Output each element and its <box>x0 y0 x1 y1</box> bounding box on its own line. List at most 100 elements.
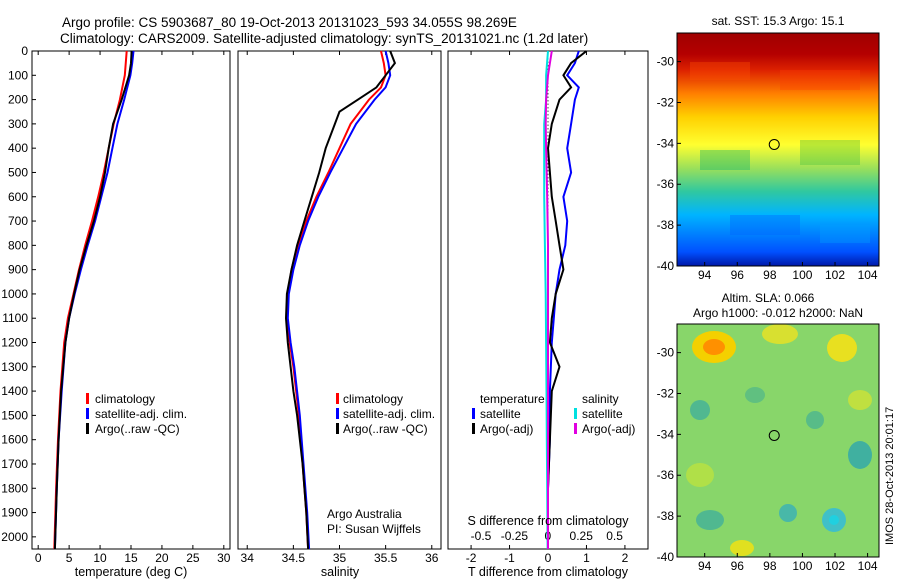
map-lon-tick-label: 96 <box>731 268 745 282</box>
legend-swatch-argo <box>86 423 89 434</box>
t-difference-tick-label: 1 <box>583 551 590 565</box>
legend-swatch-t-satellite <box>472 408 475 419</box>
depth-tick-label: 1700 <box>1 457 28 471</box>
salinity-ticks: 34 34.5 35 35.5 36 <box>241 51 439 565</box>
sla-high-blob <box>686 463 714 487</box>
salinity-tick-label: 34 <box>241 551 255 565</box>
difference-series <box>543 50 588 550</box>
salinity-tick-label: 35.5 <box>374 551 398 565</box>
map-lat-tick-label: -34 <box>657 136 675 150</box>
temperature-tick-label: 5 <box>66 551 73 565</box>
temperature-tick-label: 25 <box>186 551 200 565</box>
sla-low-blob <box>690 400 710 420</box>
legend-swatch-satellite <box>86 408 89 419</box>
depth-tick-label: 1400 <box>1 384 28 398</box>
sst-map-title: sat. SST: 15.3 Argo: 15.1 <box>712 14 845 28</box>
s-difference-xlabel: S difference from climatology <box>468 514 630 528</box>
salinity-panel: 34 34.5 35 35.5 36 salinity climatology sate… <box>237 50 442 579</box>
map-lon-tick-label: 98 <box>763 268 777 282</box>
temperature-tick-label: 15 <box>124 551 138 565</box>
map-lat-tick-label: -34 <box>657 427 675 441</box>
depth-tick-label: 700 <box>8 214 28 228</box>
temperature-tick-label: 20 <box>155 551 169 565</box>
map-lat-tick-label: -38 <box>657 218 675 232</box>
sla-low-blob <box>779 504 797 522</box>
salinity-legend: climatology satellite-adj. clim. Argo(..… <box>336 392 435 436</box>
map-lon-tick-label: 94 <box>698 268 712 282</box>
series-line <box>546 50 588 549</box>
sst-map-frame <box>676 32 880 267</box>
map-lon-tick-label: 100 <box>792 559 812 573</box>
map-lat-tick-label: -40 <box>657 259 675 273</box>
t-difference-tick-label: -1 <box>504 551 515 565</box>
sla-high-blob <box>827 334 857 362</box>
map-lat-tick-label: -36 <box>657 468 675 482</box>
s-difference-tick-label: 0.5 <box>606 529 623 543</box>
depth-tick-label: 100 <box>8 68 28 82</box>
sst-texture <box>690 62 870 243</box>
sla-low-blob <box>806 411 824 429</box>
map-lon-tick-label: 104 <box>858 559 878 573</box>
s-difference-tick-label: -0.25 <box>501 529 529 543</box>
legend-label-argo: Argo(..raw -QC) <box>343 422 428 436</box>
legend-label-satellite: satellite-adj. clim. <box>343 407 435 421</box>
t-difference-xlabel: T difference from climatology <box>468 565 629 579</box>
map-lon-tick-label: 96 <box>731 559 745 573</box>
difference-legend: temperature salinity satellite Argo(-adj… <box>472 392 635 436</box>
watermark: IMOS 28-Oct-2013 20:01:17 <box>884 407 896 545</box>
temperature-axes-frame <box>31 50 231 550</box>
legend-label-satellite: satellite-adj. clim. <box>95 407 187 421</box>
salinity-tick-label: 35 <box>333 551 347 565</box>
sst-cool-patch <box>730 215 800 235</box>
legend-label-climatology: climatology <box>95 392 155 406</box>
depth-tick-label: 600 <box>8 190 28 204</box>
annotation-pi-name: PI: Susan Wijffels <box>327 522 421 536</box>
depth-tick-label: 1200 <box>1 336 28 350</box>
map-lat-tick-label: -32 <box>657 95 675 109</box>
depth-tick-label: 500 <box>8 165 28 179</box>
temperature-tick-label: 0 <box>35 551 42 565</box>
temperature-tick-label: 10 <box>93 551 107 565</box>
s-difference-ticks: -0.5 -0.25 0 0.25 0.5 <box>471 529 624 543</box>
header-line-2: Climatology: CARS2009. Satellite-adjuste… <box>60 31 588 46</box>
legend-title-temperature: temperature <box>480 392 545 406</box>
s-difference-tick-label: -0.5 <box>471 529 492 543</box>
legend-swatch-t-argo <box>472 423 475 434</box>
series-line <box>53 50 133 550</box>
depth-tick-label: 1800 <box>1 481 28 495</box>
sla-texture <box>686 324 872 556</box>
sla-map-panel: Altim. SLA: 0.066 Argo h1000: -0.012 h20… <box>657 291 880 573</box>
sst-map-ticks: 94 96 98 100 102 104 -30 -32 -34 -36 -38 -40 <box>657 55 878 282</box>
salinity-axes-frame <box>237 50 442 550</box>
legend-label-climatology: climatology <box>343 392 403 406</box>
sla-high-blob <box>848 390 872 410</box>
depth-tick-label: 1300 <box>1 360 28 374</box>
depth-tick-label: 1900 <box>1 506 28 520</box>
temperature-series <box>53 50 135 550</box>
sla-high-blob <box>762 324 798 344</box>
map-lat-tick-label: -38 <box>657 509 675 523</box>
depth-tick-label: 2000 <box>1 530 28 544</box>
map-lon-tick-label: 102 <box>825 559 845 573</box>
series-line <box>284 50 397 550</box>
sst-map-panel: sat. SST: 15.3 Argo: 15.1 94 96 98 100 102 10… <box>657 14 880 282</box>
map-lon-tick-label: 102 <box>825 268 845 282</box>
argo-position-marker <box>768 429 780 441</box>
sst-cool-patch <box>800 140 860 165</box>
sla-map-title: Altim. SLA: 0.066 <box>722 291 815 305</box>
legend-label-argo: Argo(..raw -QC) <box>95 422 180 436</box>
t-difference-tick-label: 2 <box>622 551 629 565</box>
depth-tick-label: 1100 <box>2 311 28 325</box>
map-lon-tick-label: 98 <box>763 559 777 573</box>
map-lon-tick-label: 94 <box>698 559 712 573</box>
sla-low-blob <box>848 441 872 469</box>
legend-label-s-argo: Argo(-adj) <box>582 422 635 436</box>
sst-field <box>677 33 879 266</box>
sla-map-frame <box>676 323 880 558</box>
argo-position-marker <box>768 138 780 150</box>
salinity-tick-label: 34.5 <box>282 551 306 565</box>
sla-low-blob <box>745 387 765 403</box>
legend-label-t-satellite: satellite <box>480 407 521 421</box>
depth-tick-label: 400 <box>8 141 28 155</box>
